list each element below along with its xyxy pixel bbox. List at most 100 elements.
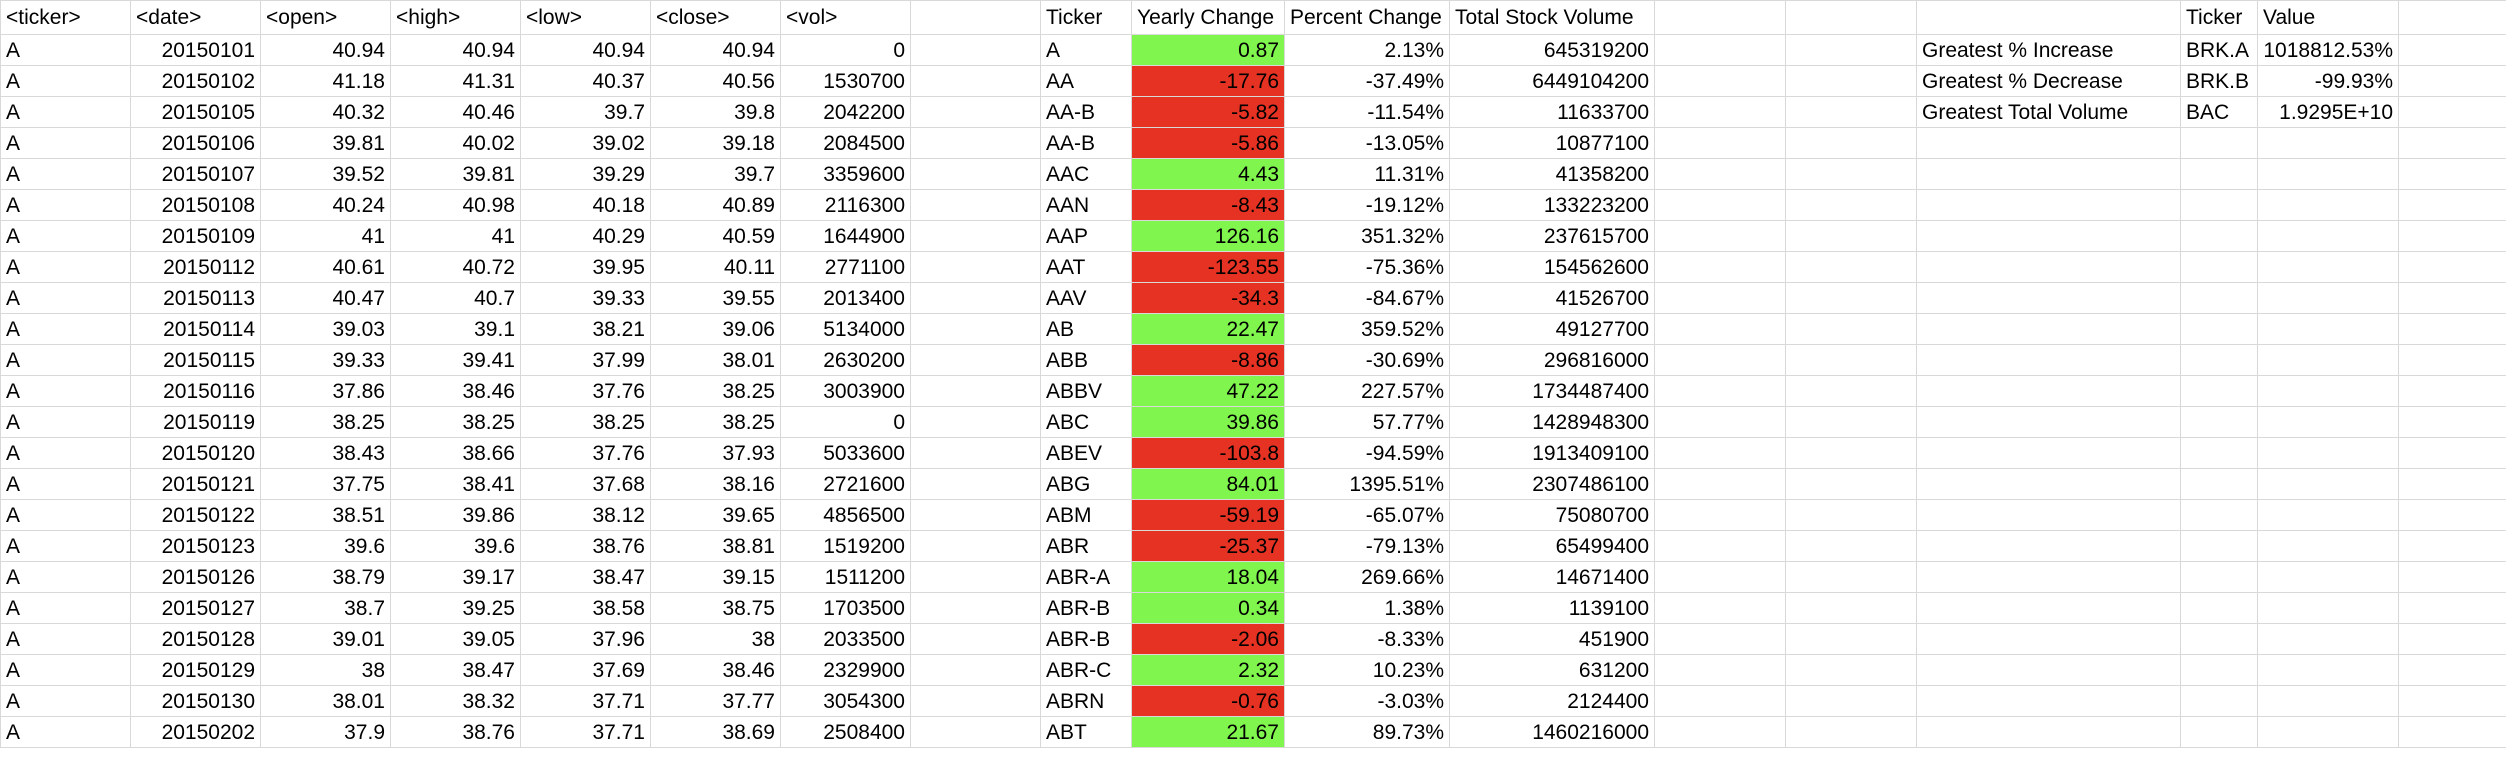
- raw-data-cell[interactable]: A: [0, 189, 131, 221]
- empty-cell[interactable]: [2257, 561, 2399, 593]
- raw-header-cell[interactable]: <low>: [520, 0, 651, 35]
- empty-cell[interactable]: [1785, 530, 1917, 562]
- empty-cell[interactable]: [2257, 437, 2399, 469]
- raw-data-cell[interactable]: 41.31: [390, 65, 521, 97]
- summary-header-cell[interactable]: Yearly Change: [1131, 0, 1285, 35]
- raw-data-cell[interactable]: 2084500: [780, 127, 911, 159]
- empty-cell[interactable]: [1785, 282, 1917, 314]
- empty-cell[interactable]: [1916, 499, 2181, 531]
- empty-cell[interactable]: [1916, 623, 2181, 655]
- empty-cell[interactable]: [1785, 561, 1917, 593]
- summary-ticker-cell[interactable]: AAT: [1040, 251, 1132, 283]
- raw-data-cell[interactable]: 39.05: [390, 623, 521, 655]
- empty-cell[interactable]: [1785, 96, 1917, 128]
- summary-ticker-cell[interactable]: AAC: [1040, 158, 1132, 190]
- raw-data-cell[interactable]: 39.6: [390, 530, 521, 562]
- summary-header-cell[interactable]: Ticker: [1040, 0, 1132, 35]
- greatest-header-cell[interactable]: Value: [2257, 0, 2399, 35]
- raw-data-cell[interactable]: 1644900: [780, 220, 911, 252]
- empty-cell[interactable]: [910, 685, 1041, 717]
- empty-cell[interactable]: [2257, 468, 2399, 500]
- yearly-change-cell[interactable]: -123.55: [1131, 251, 1285, 283]
- empty-cell[interactable]: [2257, 685, 2399, 717]
- raw-data-cell[interactable]: 37.86: [260, 375, 391, 407]
- empty-cell[interactable]: [2398, 406, 2506, 438]
- raw-data-cell[interactable]: 20150107: [130, 158, 261, 190]
- raw-data-cell[interactable]: 39.1: [390, 313, 521, 345]
- raw-data-cell[interactable]: 39.17: [390, 561, 521, 593]
- raw-data-cell[interactable]: A: [0, 158, 131, 190]
- summary-ticker-cell[interactable]: AA-B: [1040, 127, 1132, 159]
- summary-ticker-cell[interactable]: ABR-B: [1040, 623, 1132, 655]
- raw-data-cell[interactable]: 41: [260, 220, 391, 252]
- raw-data-cell[interactable]: 38.01: [260, 685, 391, 717]
- empty-cell[interactable]: [2257, 189, 2399, 221]
- empty-cell[interactable]: [2180, 468, 2258, 500]
- raw-data-cell[interactable]: 39.81: [260, 127, 391, 159]
- raw-data-cell[interactable]: 38.25: [520, 406, 651, 438]
- empty-cell[interactable]: [2398, 65, 2506, 97]
- empty-cell[interactable]: [1916, 406, 2181, 438]
- empty-cell[interactable]: [1785, 654, 1917, 686]
- raw-data-cell[interactable]: A: [0, 34, 131, 66]
- raw-data-cell[interactable]: 2630200: [780, 344, 911, 376]
- raw-data-cell[interactable]: 39.01: [260, 623, 391, 655]
- percent-change-cell[interactable]: -65.07%: [1284, 499, 1450, 531]
- raw-data-cell[interactable]: 2771100: [780, 251, 911, 283]
- raw-data-cell[interactable]: 37.68: [520, 468, 651, 500]
- raw-data-cell[interactable]: 20150115: [130, 344, 261, 376]
- yearly-change-cell[interactable]: -8.86: [1131, 344, 1285, 376]
- raw-data-cell[interactable]: 39.65: [650, 499, 781, 531]
- yearly-change-cell[interactable]: 84.01: [1131, 468, 1285, 500]
- empty-cell[interactable]: [1785, 623, 1917, 655]
- empty-cell[interactable]: [910, 468, 1041, 500]
- empty-cell[interactable]: [1785, 592, 1917, 624]
- raw-data-cell[interactable]: A: [0, 406, 131, 438]
- greatest-header-cell[interactable]: Ticker: [2180, 0, 2258, 35]
- total-volume-cell[interactable]: 631200: [1449, 654, 1655, 686]
- raw-data-cell[interactable]: 1519200: [780, 530, 911, 562]
- summary-ticker-cell[interactable]: ABEV: [1040, 437, 1132, 469]
- summary-ticker-cell[interactable]: AAP: [1040, 220, 1132, 252]
- empty-cell[interactable]: [1916, 189, 2181, 221]
- raw-data-cell[interactable]: 3359600: [780, 158, 911, 190]
- empty-cell[interactable]: [1654, 96, 1786, 128]
- percent-change-cell[interactable]: 351.32%: [1284, 220, 1450, 252]
- raw-data-cell[interactable]: 41: [390, 220, 521, 252]
- raw-header-cell[interactable]: <open>: [260, 0, 391, 35]
- raw-data-cell[interactable]: A: [0, 685, 131, 717]
- empty-cell[interactable]: [2180, 437, 2258, 469]
- total-volume-cell[interactable]: 1139100: [1449, 592, 1655, 624]
- empty-cell[interactable]: [1916, 530, 2181, 562]
- raw-data-cell[interactable]: 39.7: [520, 96, 651, 128]
- raw-data-cell[interactable]: 40.94: [520, 34, 651, 66]
- empty-cell[interactable]: [1916, 344, 2181, 376]
- summary-ticker-cell[interactable]: ABR-A: [1040, 561, 1132, 593]
- raw-data-cell[interactable]: 39.7: [650, 158, 781, 190]
- raw-data-cell[interactable]: 40.02: [390, 127, 521, 159]
- yearly-change-cell[interactable]: 47.22: [1131, 375, 1285, 407]
- raw-data-cell[interactable]: 38.75: [650, 592, 781, 624]
- empty-cell[interactable]: [910, 716, 1041, 748]
- raw-data-cell[interactable]: A: [0, 530, 131, 562]
- total-volume-cell[interactable]: 1734487400: [1449, 375, 1655, 407]
- raw-data-cell[interactable]: A: [0, 437, 131, 469]
- raw-data-cell[interactable]: 39.15: [650, 561, 781, 593]
- empty-cell[interactable]: [910, 158, 1041, 190]
- percent-change-cell[interactable]: 57.77%: [1284, 406, 1450, 438]
- empty-cell[interactable]: [2398, 0, 2506, 35]
- empty-cell[interactable]: [910, 499, 1041, 531]
- summary-ticker-cell[interactable]: A: [1040, 34, 1132, 66]
- empty-cell[interactable]: [2398, 654, 2506, 686]
- percent-change-cell[interactable]: -8.33%: [1284, 623, 1450, 655]
- raw-data-cell[interactable]: 38.46: [650, 654, 781, 686]
- percent-change-cell[interactable]: -13.05%: [1284, 127, 1450, 159]
- total-volume-cell[interactable]: 75080700: [1449, 499, 1655, 531]
- empty-cell[interactable]: [1916, 220, 2181, 252]
- raw-data-cell[interactable]: 0: [780, 34, 911, 66]
- raw-data-cell[interactable]: 20150128: [130, 623, 261, 655]
- raw-data-cell[interactable]: 37.99: [520, 344, 651, 376]
- summary-ticker-cell[interactable]: ABBV: [1040, 375, 1132, 407]
- empty-cell[interactable]: [1916, 685, 2181, 717]
- yearly-change-cell[interactable]: -25.37: [1131, 530, 1285, 562]
